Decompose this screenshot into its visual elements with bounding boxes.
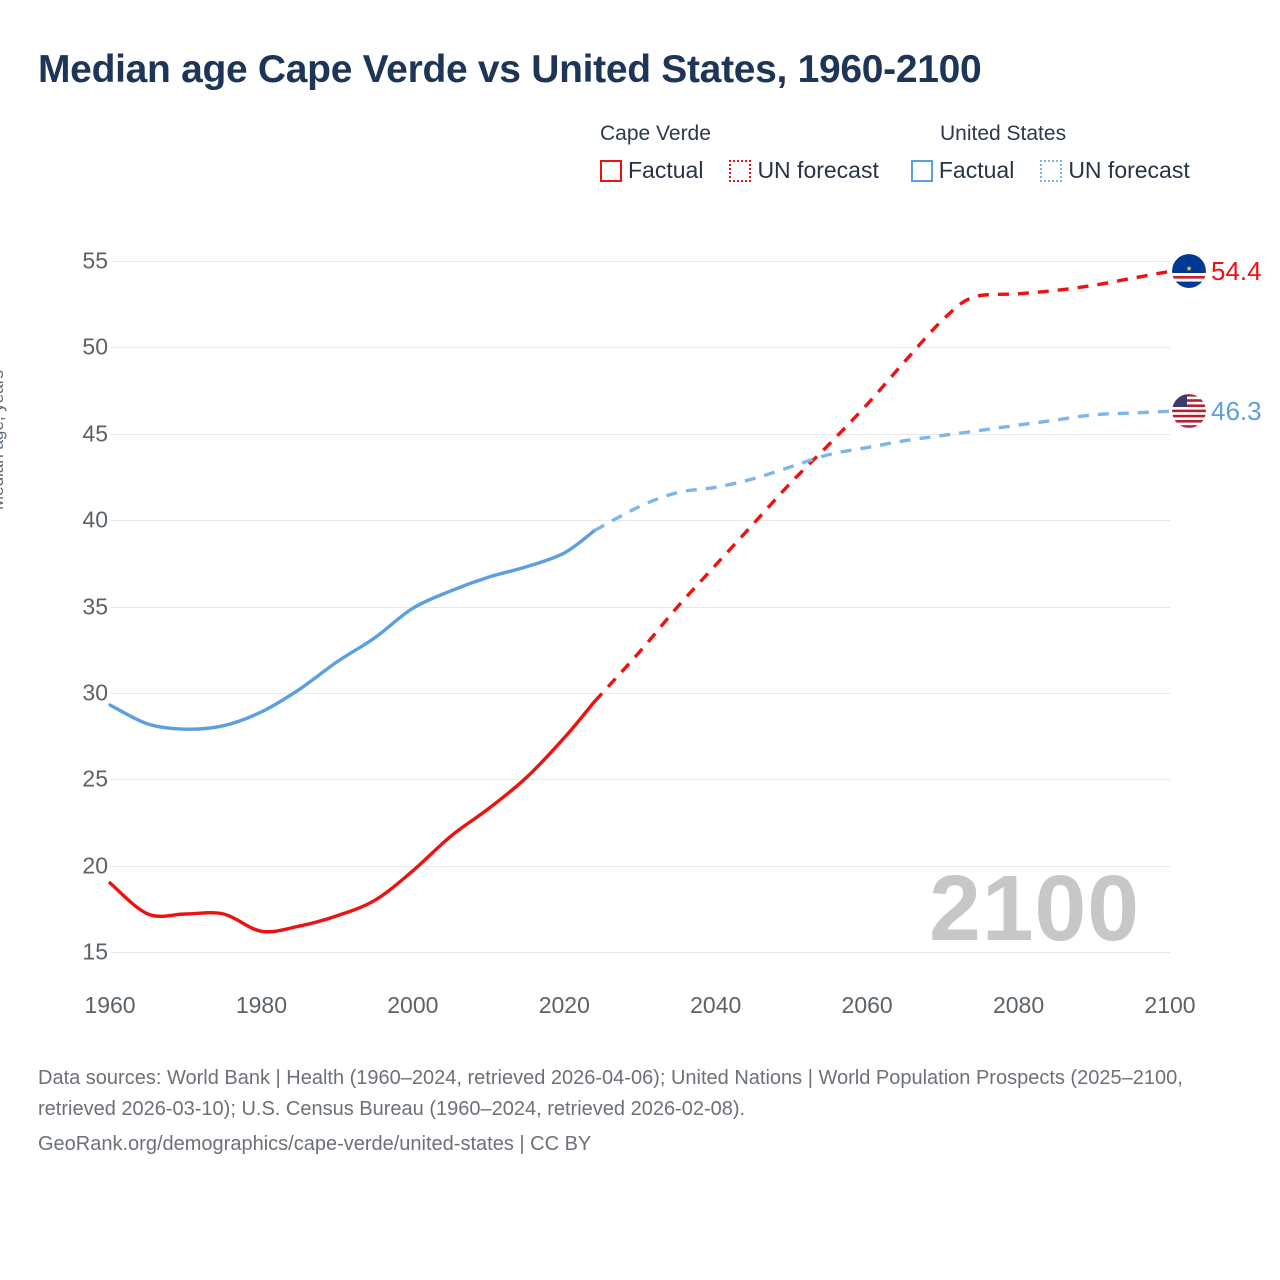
footer-link[interactable]: GeoRank.org/demographics/cape-verde/unit… <box>38 1133 592 1155</box>
legend-group-cape-verde: Cape Verde <box>600 122 711 145</box>
y-axis-tick-label: 15 <box>82 938 108 965</box>
end-value-cape-verde: 54.4 <box>1211 255 1262 286</box>
y-axis-tick-label: 35 <box>82 593 108 619</box>
footer-sources: Data sources: World Bank | Health (1960–… <box>38 1067 1183 1120</box>
series-line-factual <box>108 528 597 731</box>
year-watermark: 2100 <box>929 856 1140 960</box>
legend-label-us-forecast: UN forecast <box>1068 157 1190 183</box>
series-line-forecast <box>593 269 1171 703</box>
legend-group-headers: Cape Verde United States <box>600 122 1260 146</box>
footer: Data sources: World Bank | Health (1960–… <box>38 1063 1218 1160</box>
y-axis-tick-label: 55 <box>82 247 108 274</box>
gridline <box>110 779 1170 781</box>
legend-item-cv-factual[interactable]: Factual <box>600 157 703 184</box>
legend: Cape Verde United States Factual UN fore… <box>600 122 1260 184</box>
x-axis-tick-label: 1980 <box>235 992 288 1018</box>
series-line-factual <box>108 699 597 934</box>
gridline <box>110 520 1170 522</box>
page-title: Median age Cape Verde vs United States, … <box>38 48 982 91</box>
series-line-forecast <box>593 409 1171 532</box>
end-value-united-states: 46.3 <box>1211 395 1262 426</box>
legend-item-us-factual[interactable]: Factual <box>910 157 1015 184</box>
united-states-flag-icon <box>1172 394 1206 429</box>
dotted-line-swatch-icon <box>1040 159 1063 182</box>
x-axis-tick-label: 1960 <box>84 992 136 1018</box>
gridline <box>110 347 1170 349</box>
x-axis-tick-label: 2060 <box>841 992 893 1018</box>
y-axis-tick-label: 20 <box>82 852 108 879</box>
cape-verde-flag-icon <box>1172 254 1206 289</box>
legend-label-cv-forecast: UN forecast <box>757 157 879 183</box>
legend-group-united-states: United States <box>940 122 1067 145</box>
legend-label-us-factual: Factual <box>938 157 1015 183</box>
dotted-line-swatch-icon <box>729 159 752 182</box>
y-axis-tick-label: 40 <box>82 506 108 533</box>
x-axis-tick-label: 2020 <box>538 992 590 1018</box>
gridline <box>110 952 1170 953</box>
y-axis-tick-label: 25 <box>82 765 108 792</box>
x-axis-tick-label: 2000 <box>387 992 439 1018</box>
y-axis-tick-label: 45 <box>82 420 108 447</box>
x-axis-tick-label: 2080 <box>992 992 1045 1018</box>
legend-entries: Factual UN forecast Factual UN forecast <box>600 157 1260 184</box>
gridline <box>110 606 1170 608</box>
legend-label-cv-factual: Factual <box>628 157 704 183</box>
end-label-cape-verde: 54.4 <box>1172 254 1262 289</box>
gridline <box>110 261 1170 262</box>
end-label-united-states: 46.3 <box>1172 394 1262 429</box>
solid-line-swatch-icon <box>600 159 622 182</box>
gridline <box>110 865 1170 867</box>
y-axis-tick-label: 30 <box>82 679 108 706</box>
x-axis-tick-label: 2100 <box>1144 992 1196 1018</box>
gridline <box>110 433 1170 435</box>
solid-line-swatch-icon <box>910 159 933 182</box>
y-axis-label: Median age, years <box>0 370 7 510</box>
legend-item-us-forecast[interactable]: UN forecast <box>1040 157 1190 184</box>
x-axis-tick-label: 2040 <box>690 992 742 1018</box>
legend-item-cv-forecast[interactable]: UN forecast <box>729 157 879 184</box>
y-axis-tick-label: 50 <box>82 333 108 360</box>
gridline <box>110 692 1170 694</box>
